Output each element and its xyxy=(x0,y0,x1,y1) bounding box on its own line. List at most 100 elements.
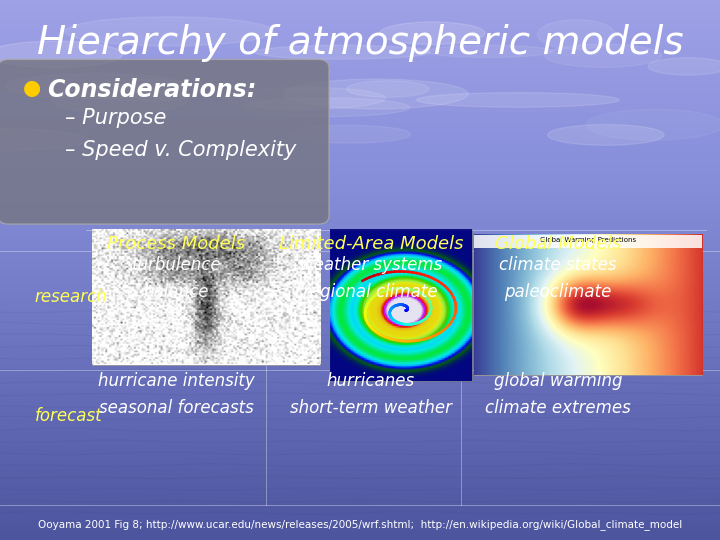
Bar xyxy=(0,427,720,429)
Bar xyxy=(0,135,720,138)
Bar xyxy=(0,221,720,224)
Bar xyxy=(0,456,720,459)
Bar xyxy=(0,92,720,94)
Bar xyxy=(0,278,720,281)
Bar xyxy=(0,373,720,375)
Bar xyxy=(0,259,720,262)
Bar xyxy=(0,68,720,70)
Bar xyxy=(0,202,720,205)
Bar xyxy=(474,235,702,375)
Bar xyxy=(0,464,720,467)
Bar xyxy=(0,162,720,165)
Bar xyxy=(0,410,720,413)
Bar xyxy=(0,130,720,132)
Bar xyxy=(0,49,720,51)
Text: Ooyama 2001 Fig 8; http://www.ucar.edu/news/releases/2005/wrf.shtml;  http://en.: Ooyama 2001 Fig 8; http://www.ucar.edu/n… xyxy=(38,519,682,530)
Bar xyxy=(0,367,720,370)
Bar xyxy=(0,273,720,275)
Bar xyxy=(0,308,720,310)
Bar xyxy=(0,459,720,462)
Bar xyxy=(0,159,720,162)
Bar xyxy=(0,275,720,278)
Bar xyxy=(0,78,720,81)
Ellipse shape xyxy=(0,41,122,68)
Bar xyxy=(0,292,720,294)
Bar xyxy=(0,40,720,43)
Bar xyxy=(0,281,720,284)
Bar xyxy=(0,157,720,159)
Bar xyxy=(0,113,720,116)
Text: hurricanes: hurricanes xyxy=(327,372,415,390)
Bar xyxy=(0,127,720,130)
Ellipse shape xyxy=(548,125,664,145)
Bar xyxy=(0,254,720,256)
Bar xyxy=(0,38,720,40)
Bar xyxy=(0,181,720,184)
Bar xyxy=(0,381,720,383)
Bar xyxy=(0,354,720,356)
Bar xyxy=(0,356,720,359)
Bar xyxy=(0,348,720,351)
Bar xyxy=(0,502,720,505)
Text: turbulence: turbulence xyxy=(132,255,221,274)
Bar xyxy=(0,386,720,389)
Bar xyxy=(0,302,720,305)
Ellipse shape xyxy=(255,45,430,59)
Bar xyxy=(0,286,720,289)
Text: forecast: forecast xyxy=(35,407,102,425)
Bar xyxy=(0,529,720,532)
Bar xyxy=(0,294,720,297)
Ellipse shape xyxy=(289,125,410,143)
Ellipse shape xyxy=(66,17,274,46)
Bar xyxy=(0,338,720,340)
Bar xyxy=(0,524,720,526)
Bar xyxy=(0,305,720,308)
Bar xyxy=(0,446,720,448)
Bar xyxy=(0,443,720,445)
Ellipse shape xyxy=(380,22,485,44)
Bar xyxy=(0,46,720,49)
Bar xyxy=(0,59,720,62)
Bar xyxy=(0,176,720,178)
Bar xyxy=(0,240,720,243)
Bar xyxy=(0,65,720,68)
Bar xyxy=(0,105,720,108)
Bar xyxy=(0,310,720,313)
Bar xyxy=(0,19,720,22)
Bar xyxy=(0,321,720,324)
Text: short-term weather: short-term weather xyxy=(289,399,452,417)
Bar xyxy=(0,472,720,475)
Bar xyxy=(0,238,720,240)
Bar xyxy=(330,230,472,381)
Text: Considerations:: Considerations: xyxy=(47,78,256,102)
Text: Limited-Area Models: Limited-Area Models xyxy=(279,235,463,253)
Bar xyxy=(0,103,720,105)
Bar xyxy=(0,335,720,338)
Bar xyxy=(0,537,720,540)
Bar xyxy=(0,497,720,500)
Bar xyxy=(0,389,720,392)
Bar xyxy=(0,418,720,421)
Bar xyxy=(0,208,720,211)
Bar xyxy=(0,481,720,483)
Bar xyxy=(0,30,720,32)
Bar xyxy=(0,513,720,516)
Bar xyxy=(0,243,720,246)
Bar xyxy=(0,462,720,464)
Bar xyxy=(0,194,720,197)
Bar xyxy=(0,532,720,535)
Bar xyxy=(0,346,720,348)
Bar xyxy=(0,0,720,3)
Bar xyxy=(0,535,720,537)
Text: paleoclimate: paleoclimate xyxy=(504,282,612,301)
Bar xyxy=(0,232,720,235)
Text: – Purpose: – Purpose xyxy=(65,108,166,128)
Bar xyxy=(0,219,720,221)
Bar xyxy=(0,510,720,513)
Text: weather systems: weather systems xyxy=(300,255,442,274)
Bar xyxy=(0,119,720,122)
Bar xyxy=(0,421,720,424)
Bar xyxy=(0,189,720,192)
Bar xyxy=(0,432,720,435)
Bar xyxy=(0,62,720,65)
